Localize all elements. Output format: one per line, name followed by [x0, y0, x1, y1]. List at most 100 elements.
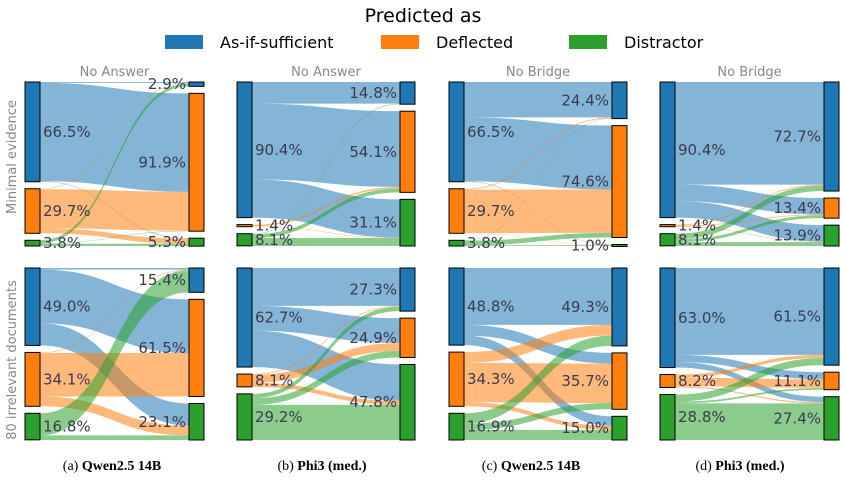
flow-deflected-to-as-if-sufficient — [464, 324, 612, 363]
right-node-deflected — [188, 92, 205, 232]
flow-distractor-to-distractor — [464, 245, 612, 246]
left-label-distractor: 16.8% — [43, 418, 91, 436]
left-node-distractor — [659, 233, 676, 247]
flow-as-if-sufficient-to-as-if-sufficient — [252, 82, 400, 104]
flows — [464, 268, 612, 440]
right-node-as-if-sufficient — [188, 81, 205, 87]
flows — [252, 82, 400, 246]
right-node-deflected — [399, 317, 416, 358]
right-node-as-if-sufficient — [611, 267, 628, 347]
left-label-deflected: 1.4% — [678, 217, 716, 235]
left-label-deflected: 1.4% — [255, 217, 293, 235]
flow-distractor-to-distractor — [675, 242, 824, 246]
right-node-distractor — [823, 224, 840, 247]
flow-as-if-sufficient-to-deflected — [252, 305, 400, 343]
flow-distractor-to-deflected — [40, 230, 189, 244]
flow-distractor-to-deflected — [252, 350, 400, 405]
legend-swatch-as-if-sufficient — [165, 35, 203, 49]
left-label-deflected: 34.3% — [467, 370, 515, 388]
right-label-as-if-sufficient: 49.3% — [561, 298, 609, 316]
left-label-deflected: 34.1% — [43, 370, 91, 388]
flows — [252, 268, 400, 440]
legend: Predicted as As-if-sufficient Deflected Di… — [165, 5, 704, 52]
left-node-distractor — [24, 239, 41, 247]
flow-deflected-to-deflected — [40, 189, 189, 231]
left-node-distractor — [448, 412, 465, 441]
left-label-as-if-sufficient: 63.0% — [678, 309, 726, 327]
right-label-distractor: 23.1% — [138, 413, 186, 431]
flow-as-if-sufficient-to-as-if-sufficient — [40, 268, 189, 270]
panel-c-row1: 66.5% 29.7% 3.8% 24.4% 74.6% 1.0% No Bridge — [448, 65, 628, 254]
right-node-distractor — [823, 396, 840, 441]
row-label-minimal-evidence: Minimal evidence — [5, 100, 20, 214]
flow-distractor-to-deflected — [464, 402, 612, 430]
right-label-as-if-sufficient: 14.8% — [349, 84, 397, 102]
left-label-deflected: 8.2% — [678, 372, 716, 390]
right-label-as-if-sufficient: 24.4% — [561, 91, 609, 109]
flow-distractor-to-deflected — [464, 232, 612, 246]
flow-as-if-sufficient-to-deflected — [252, 103, 400, 187]
flow-distractor-to-as-if-sufficient — [252, 103, 400, 235]
panel-a-row2: 49.0% 34.1% 16.8% 15.4% 61.5% 23.1% — [24, 267, 205, 441]
left-node-as-if-sufficient — [448, 267, 465, 346]
right-node-deflected — [823, 197, 840, 219]
flow-deflected-to-deflected — [464, 189, 612, 233]
flow-as-if-sufficient-to-as-if-sufficient — [252, 268, 400, 306]
flows — [675, 268, 824, 440]
flow-distractor-to-distractor — [464, 429, 612, 440]
left-label-as-if-sufficient: 90.4% — [255, 141, 303, 159]
left-label-as-if-sufficient: 66.5% — [43, 123, 91, 141]
panel-d-row2: 63.0% 8.2% 28.8% 61.5% 11.1% 27.4% — [659, 267, 840, 441]
panel-b-row2: 62.7% 8.1% 29.2% 27.3% 24.9% 47.8% — [236, 267, 416, 441]
left-node-deflected — [659, 374, 676, 388]
flow-distractor-to-distractor — [252, 238, 400, 246]
flow-distractor-to-as-if-sufficient — [40, 83, 189, 244]
right-label-as-if-sufficient: 61.5% — [773, 308, 821, 326]
flow-distractor-to-distractor — [40, 435, 189, 440]
flows — [40, 268, 189, 440]
panel-header: No Bridge — [506, 65, 570, 80]
right-label-deflected: 24.9% — [349, 329, 397, 347]
right-label-distractor: 1.0% — [571, 236, 609, 254]
row-label-80-irrelevant-documents: 80 irrelevant documents — [5, 280, 20, 440]
caption-c: (c) Qwen2.5 14B — [482, 459, 580, 474]
flows — [464, 82, 612, 246]
flow-as-if-sufficient-to-as-if-sufficient — [675, 82, 824, 185]
right-node-distractor — [399, 363, 416, 441]
left-node-as-if-sufficient — [236, 267, 253, 368]
legend-title: Predicted as — [365, 5, 482, 27]
right-node-deflected — [188, 298, 205, 398]
left-node-as-if-sufficient — [659, 81, 676, 219]
flow-distractor-to-as-if-sufficient — [252, 306, 400, 399]
flow-distractor-to-as-if-sufficient — [464, 335, 612, 424]
left-node-as-if-sufficient — [659, 267, 676, 369]
flow-as-if-sufficient-to-as-if-sufficient — [40, 82, 189, 83]
flow-distractor-to-distractor — [675, 403, 824, 440]
left-node-distractor — [236, 393, 253, 441]
left-label-as-if-sufficient: 48.8% — [467, 298, 515, 316]
flow-as-if-sufficient-to-as-if-sufficient — [464, 82, 612, 118]
left-label-as-if-sufficient: 49.0% — [43, 298, 91, 316]
left-node-deflected — [659, 224, 676, 228]
flow-as-if-sufficient-to-as-if-sufficient — [675, 268, 824, 355]
flow-as-if-sufficient-to-distractor — [252, 179, 400, 238]
panel-header: No Answer — [80, 65, 150, 80]
flow-distractor-to-as-if-sufficient — [675, 185, 824, 240]
right-label-distractor: 47.8% — [349, 393, 397, 411]
right-label-deflected: 61.5% — [138, 339, 186, 357]
right-node-deflected — [823, 371, 840, 391]
right-node-distractor — [611, 244, 628, 247]
flow-deflected-to-distractor — [252, 226, 400, 239]
flow-distractor-to-deflected — [675, 387, 824, 404]
panel-header: No Answer — [291, 65, 361, 80]
right-label-as-if-sufficient: 72.7% — [773, 128, 821, 146]
right-node-as-if-sufficient — [823, 81, 840, 192]
right-label-distractor: 15.0% — [561, 419, 609, 437]
legend-entry-as-if-sufficient: As-if-sufficient — [165, 33, 333, 52]
left-node-deflected — [448, 351, 465, 407]
left-node-distractor — [236, 233, 253, 247]
panel-b-row1: 90.4% 1.4%8.1% 14.8% 54.1% 31.1% No Answer — [236, 65, 416, 249]
flow-as-if-sufficient-to-deflected — [675, 184, 824, 215]
left-node-deflected — [448, 188, 465, 234]
left-label-deflected: 29.7% — [467, 202, 515, 220]
